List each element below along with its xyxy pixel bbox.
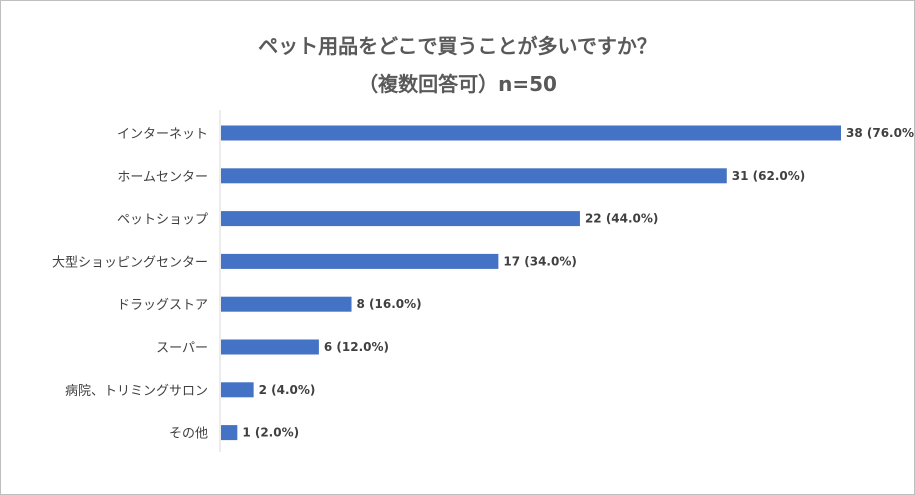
- data-label: 1 (2.0%): [242, 426, 299, 440]
- data-label: 22 (44.0%): [585, 212, 658, 226]
- chart-title-line2: （複数回答可）n=50: [358, 72, 557, 96]
- data-label: 31 (62.0%): [732, 169, 805, 183]
- category-label: ドラッグストア: [117, 298, 208, 313]
- bar: [221, 382, 254, 398]
- category-label: ペットショップ: [117, 213, 208, 228]
- bar: [221, 339, 319, 355]
- category-label: その他: [169, 427, 208, 442]
- bar: [221, 125, 841, 141]
- bar: [221, 296, 352, 312]
- bar: [221, 211, 580, 227]
- bar: [221, 168, 727, 184]
- category-label: 病院、トリミングサロン: [65, 384, 208, 399]
- category-label: インターネット: [117, 127, 208, 142]
- category-label: スーパー: [156, 341, 208, 356]
- data-label: 2 (4.0%): [259, 383, 316, 397]
- data-label: 8 (16.0%): [357, 297, 422, 311]
- data-label: 17 (34.0%): [503, 254, 576, 268]
- bar: [221, 253, 499, 269]
- category-label: ホームセンター: [117, 170, 208, 185]
- chart-title-line1: ペット用品をどこで買うことが多いですか？: [258, 34, 657, 58]
- category-label: 大型ショッピングセンター: [52, 255, 208, 270]
- data-label: 38 (76.0%): [846, 126, 915, 140]
- data-label: 6 (12.0%): [324, 340, 389, 354]
- bar: [221, 425, 238, 441]
